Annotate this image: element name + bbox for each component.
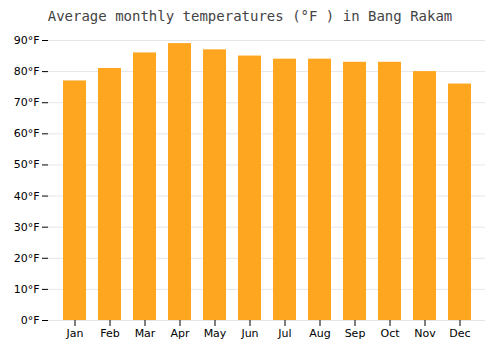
svg-text:Nov: Nov bbox=[414, 327, 436, 340]
svg-text:Feb: Feb bbox=[100, 327, 119, 340]
svg-text:Jul: Jul bbox=[277, 327, 291, 340]
svg-text:90°F: 90°F bbox=[14, 34, 40, 47]
svg-text:40°F: 40°F bbox=[14, 190, 40, 203]
svg-text:Dec: Dec bbox=[449, 327, 470, 340]
svg-text:Aug: Aug bbox=[309, 327, 330, 340]
svg-text:60°F: 60°F bbox=[14, 127, 40, 140]
svg-text:80°F: 80°F bbox=[14, 65, 40, 78]
svg-text:Jan: Jan bbox=[66, 327, 84, 340]
svg-text:Sep: Sep bbox=[345, 327, 366, 340]
svg-text:30°F: 30°F bbox=[14, 221, 40, 234]
svg-text:70°F: 70°F bbox=[14, 96, 40, 109]
svg-text:Jun: Jun bbox=[240, 327, 258, 340]
svg-text:50°F: 50°F bbox=[14, 158, 40, 171]
svg-text:20°F: 20°F bbox=[14, 252, 40, 265]
svg-text:Apr: Apr bbox=[170, 327, 190, 340]
svg-text:10°F: 10°F bbox=[14, 283, 40, 296]
svg-text:0°F: 0°F bbox=[21, 314, 40, 327]
svg-text:Mar: Mar bbox=[135, 327, 156, 340]
svg-text:Oct: Oct bbox=[380, 327, 400, 340]
html-text:Average monthly temperatures (: Average monthly temperatures (°F ) in Ba… bbox=[47, 8, 453, 24]
svg-text:May: May bbox=[204, 327, 227, 340]
